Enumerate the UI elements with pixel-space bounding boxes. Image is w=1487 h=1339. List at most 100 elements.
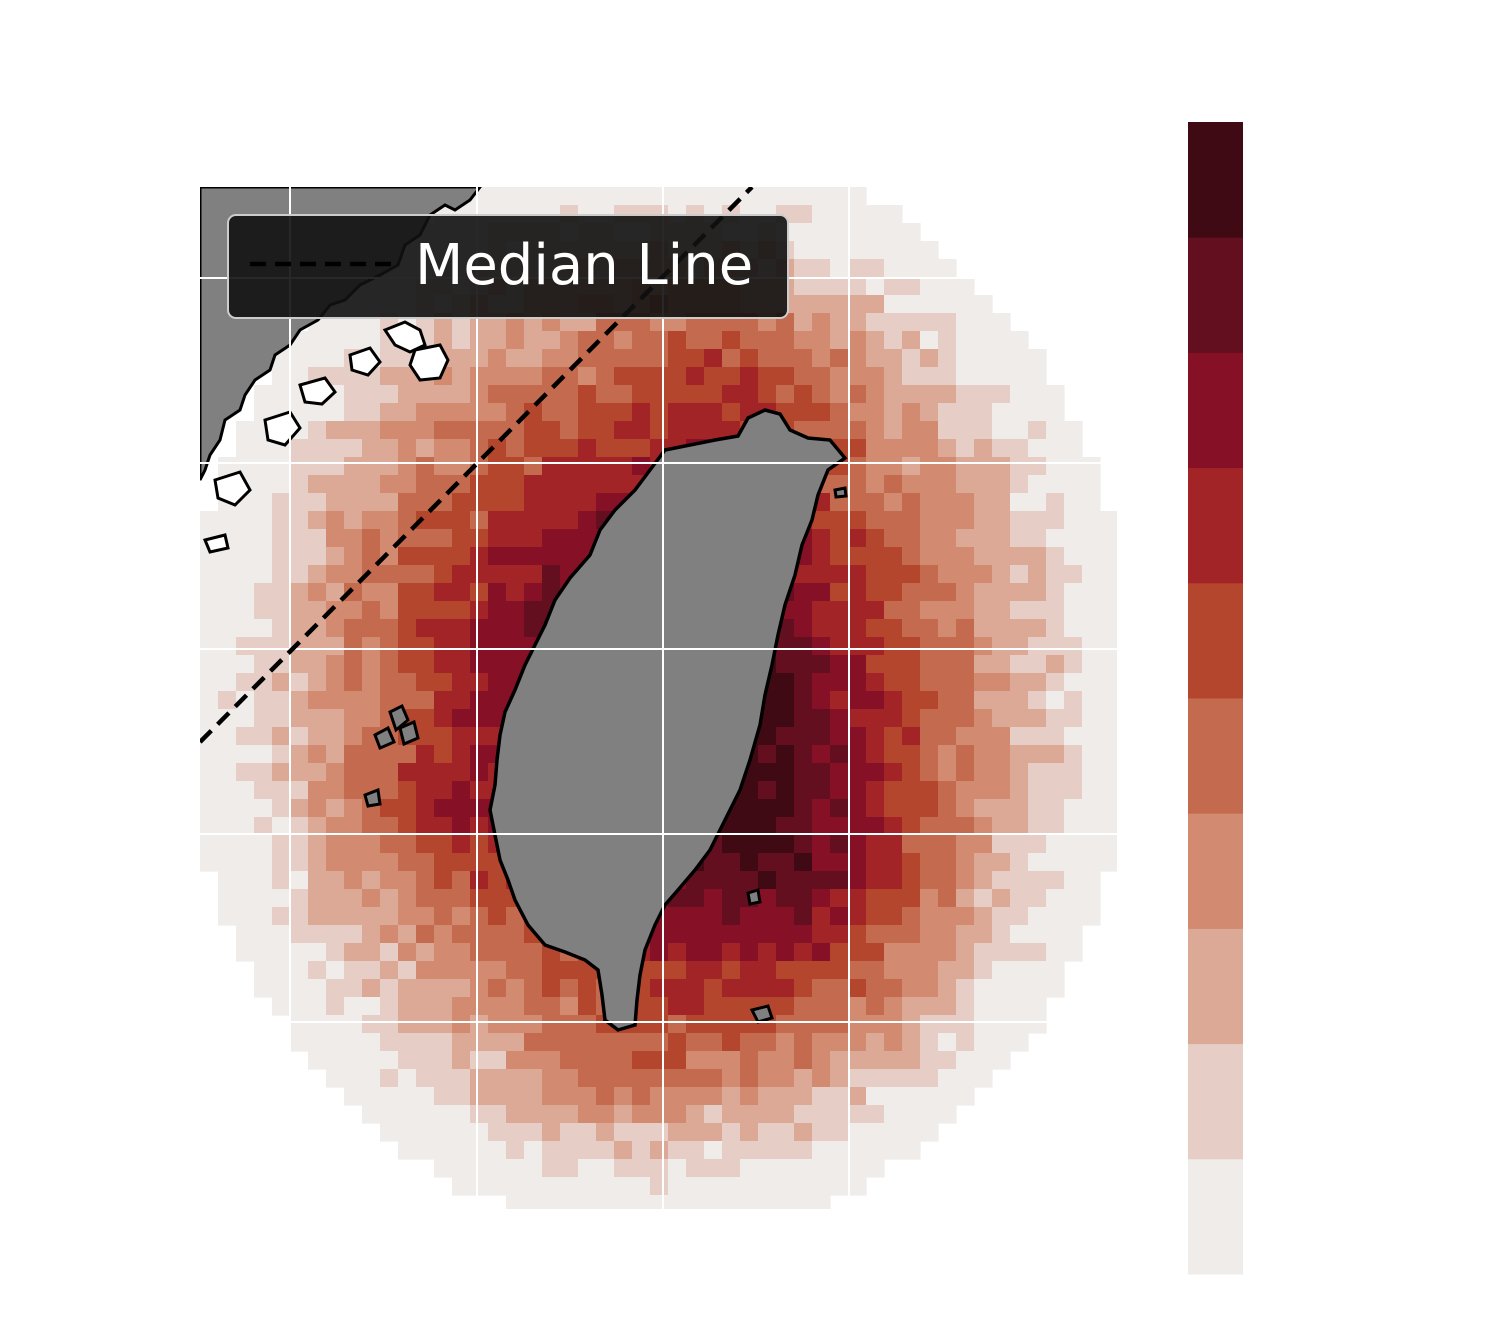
field-cell xyxy=(218,457,237,476)
field-cell xyxy=(380,943,399,962)
field-cell xyxy=(686,889,705,908)
field-cell xyxy=(812,853,831,872)
field-cell xyxy=(1100,781,1117,800)
field-cell xyxy=(848,1015,867,1034)
field-cell xyxy=(704,367,723,386)
field-cell xyxy=(902,475,921,494)
field-cell xyxy=(812,889,831,908)
field-cell xyxy=(776,1159,795,1178)
field-cell xyxy=(722,1159,741,1178)
field-cell xyxy=(938,655,957,674)
field-cell xyxy=(524,403,543,422)
field-cell xyxy=(272,781,291,800)
field-cell xyxy=(992,511,1011,530)
field-cell xyxy=(416,745,435,764)
field-cell xyxy=(1010,349,1029,368)
field-cell xyxy=(308,997,327,1016)
field-cell xyxy=(830,1105,849,1124)
field-cell xyxy=(956,673,975,692)
field-cell xyxy=(902,655,921,674)
field-cell xyxy=(560,1195,579,1209)
orchid-island xyxy=(749,1004,774,1024)
field-cell xyxy=(308,799,327,818)
field-cell xyxy=(632,403,651,422)
field-cell xyxy=(848,601,867,620)
field-cell xyxy=(218,817,237,836)
field-cell xyxy=(812,619,831,638)
field-cell xyxy=(920,259,939,278)
field-cell xyxy=(614,385,633,404)
field-cell xyxy=(380,961,399,980)
field-cell xyxy=(938,385,957,404)
field-cell xyxy=(452,709,471,728)
field-cell xyxy=(848,1141,867,1160)
field-cell xyxy=(470,475,489,494)
field-cell xyxy=(560,979,579,998)
field-cell xyxy=(956,655,975,674)
field-cell xyxy=(902,1087,921,1106)
field-cell xyxy=(668,1141,687,1160)
field-cell xyxy=(794,1087,813,1106)
field-cell xyxy=(326,493,345,512)
field-cell xyxy=(884,601,903,620)
field-cell xyxy=(1046,763,1065,782)
field-cell xyxy=(1064,727,1083,746)
field-cell xyxy=(920,385,939,404)
field-cell xyxy=(506,1087,525,1106)
field-cell xyxy=(398,403,417,422)
field-cell xyxy=(794,925,813,944)
field-cell xyxy=(974,781,993,800)
field-cell xyxy=(218,583,237,602)
field-cell xyxy=(920,331,939,350)
field-cell xyxy=(596,457,615,476)
field-cell xyxy=(650,1123,669,1142)
field-cell xyxy=(902,997,921,1016)
field-cell xyxy=(866,835,885,854)
field-cell xyxy=(506,583,525,602)
field-cell xyxy=(938,853,957,872)
field-cell xyxy=(902,763,921,782)
field-cell xyxy=(308,331,327,350)
field-cell xyxy=(542,961,561,980)
field-cell xyxy=(596,493,615,512)
field-cell xyxy=(506,457,525,476)
field-cell xyxy=(704,1069,723,1088)
field-cell xyxy=(560,1087,579,1106)
field-cell xyxy=(398,1033,417,1052)
field-cell xyxy=(1082,745,1101,764)
field-cell xyxy=(1082,601,1101,620)
field-cell xyxy=(668,1177,687,1196)
field-cell xyxy=(956,367,975,386)
field-cell xyxy=(470,1105,489,1124)
field-cell xyxy=(686,1123,705,1142)
field-cell xyxy=(938,349,957,368)
field-cell xyxy=(992,1015,1011,1034)
field-cell xyxy=(308,709,327,728)
field-cell xyxy=(1028,403,1047,422)
field-cell xyxy=(974,907,993,926)
field-cell xyxy=(992,565,1011,584)
field-cell xyxy=(830,727,849,746)
field-cell xyxy=(434,1015,453,1034)
field-cell xyxy=(488,601,507,620)
field-cell xyxy=(794,871,813,890)
field-cell xyxy=(542,403,561,422)
field-cell xyxy=(326,763,345,782)
field-cell xyxy=(560,529,579,548)
field-cell xyxy=(902,547,921,566)
field-cell xyxy=(398,871,417,890)
field-cell xyxy=(740,907,759,926)
field-cell xyxy=(902,1015,921,1034)
field-cell xyxy=(884,205,903,224)
field-cell xyxy=(974,475,993,494)
field-cell xyxy=(1046,511,1065,530)
field-cell xyxy=(848,1069,867,1088)
field-cell xyxy=(812,835,831,854)
field-cell xyxy=(956,889,975,908)
field-cell xyxy=(452,421,471,440)
field-cell xyxy=(416,889,435,908)
field-cell xyxy=(758,187,777,206)
field-cell xyxy=(236,655,255,674)
field-cell xyxy=(794,619,813,638)
field-cell xyxy=(344,403,363,422)
